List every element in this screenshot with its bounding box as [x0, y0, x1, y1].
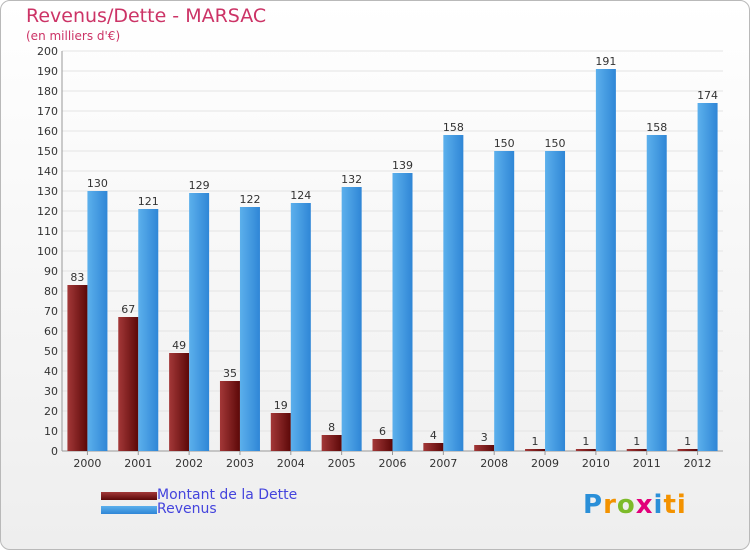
legend-swatch-revenus: [101, 506, 157, 514]
x-tick-label: 2009: [531, 457, 559, 470]
legend-label-dette: Montant de la Dette: [157, 487, 298, 503]
y-tick-label: 90: [44, 265, 58, 278]
data-label-revenus-2009: 150: [545, 137, 566, 150]
y-tick-label: 60: [44, 325, 58, 338]
y-tick-label: 100: [37, 245, 58, 258]
chart-subtitle: (en milliers d'€): [26, 29, 121, 43]
data-label-dette-2010: 1: [582, 435, 589, 448]
y-tick-label: 110: [37, 225, 58, 238]
y-tick-label: 40: [44, 365, 58, 378]
bar-revenus-2002: [189, 193, 210, 451]
data-label-revenus-2006: 139: [392, 159, 413, 172]
bar-revenus-2004: [290, 203, 311, 451]
bar-revenus-2011: [646, 135, 667, 451]
data-label-dette-2000: 83: [70, 271, 84, 284]
x-tick-label: 2004: [277, 457, 305, 470]
bar-dette-2010: [575, 449, 596, 451]
bar-revenus-2009: [545, 151, 566, 451]
data-label-dette-2011: 1: [633, 435, 640, 448]
bar-dette-2007: [423, 443, 444, 451]
y-tick-label: 200: [37, 45, 58, 58]
data-label-dette-2012: 1: [684, 435, 691, 448]
y-tick-label: 0: [51, 445, 58, 458]
data-label-revenus-2003: 122: [239, 193, 260, 206]
bar-revenus-2012: [697, 103, 718, 451]
x-tick-label: 2011: [633, 457, 661, 470]
x-tick-label: 2006: [379, 457, 407, 470]
bar-dette-2009: [525, 449, 546, 451]
bar-dette-2006: [372, 439, 393, 451]
bar-revenus-2008: [494, 151, 515, 451]
data-label-dette-2003: 35: [223, 367, 237, 380]
x-tick-label: 2008: [480, 457, 508, 470]
data-label-revenus-2001: 121: [138, 195, 159, 208]
data-label-dette-2005: 8: [328, 421, 335, 434]
bar-dette-2008: [474, 445, 495, 451]
bar-dette-2011: [626, 449, 647, 451]
data-label-revenus-2000: 130: [87, 177, 108, 190]
bar-revenus-2005: [341, 187, 362, 451]
bar-dette-2003: [219, 381, 240, 451]
y-tick-label: 10: [44, 425, 58, 438]
bar-dette-2001: [118, 317, 139, 451]
y-tick-label: 120: [37, 205, 58, 218]
data-label-dette-2008: 3: [481, 431, 488, 444]
bar-revenus-2010: [595, 69, 616, 451]
y-tick-label: 30: [44, 385, 58, 398]
data-label-dette-2006: 6: [379, 425, 386, 438]
bar-dette-2005: [321, 435, 342, 451]
data-label-revenus-2002: 129: [189, 179, 210, 192]
x-tick-label: 2012: [684, 457, 712, 470]
bar-revenus-2006: [392, 173, 413, 451]
bar-dette-2000: [67, 285, 88, 451]
x-tick-label: 2005: [328, 457, 356, 470]
data-label-dette-2002: 49: [172, 339, 186, 352]
x-tick-label: 2010: [582, 457, 610, 470]
y-tick-label: 70: [44, 305, 58, 318]
bar-dette-2002: [169, 353, 190, 451]
x-tick-label: 2001: [124, 457, 152, 470]
data-label-revenus-2010: 191: [595, 55, 616, 68]
bar-revenus-2007: [443, 135, 464, 451]
data-label-dette-2007: 4: [430, 429, 437, 442]
x-tick-label: 2000: [73, 457, 101, 470]
bar-revenus-2001: [138, 209, 159, 451]
y-tick-label: 80: [44, 285, 58, 298]
data-label-dette-2004: 19: [274, 399, 288, 412]
y-tick-label: 190: [37, 65, 58, 78]
y-tick-label: 130: [37, 185, 58, 198]
data-label-revenus-2005: 132: [341, 173, 362, 186]
bar-revenus-2003: [239, 207, 260, 451]
y-tick-label: 20: [44, 405, 58, 418]
y-tick-label: 140: [37, 165, 58, 178]
y-tick-label: 50: [44, 345, 58, 358]
data-label-revenus-2004: 124: [290, 189, 311, 202]
bar-dette-2012: [677, 449, 698, 451]
bar-revenus-2000: [87, 191, 108, 451]
legend-label-revenus: Revenus: [157, 501, 217, 517]
data-label-revenus-2011: 158: [646, 121, 667, 134]
x-tick-label: 2002: [175, 457, 203, 470]
bar-dette-2004: [270, 413, 291, 451]
data-label-revenus-2008: 150: [494, 137, 515, 150]
legend-swatch-dette: [101, 492, 157, 500]
y-tick-label: 170: [37, 105, 58, 118]
data-label-revenus-2007: 158: [443, 121, 464, 134]
y-tick-label: 150: [37, 145, 58, 158]
x-tick-label: 2007: [429, 457, 457, 470]
data-label-dette-2001: 67: [121, 303, 135, 316]
proxiti-logo: Proxiti: [583, 490, 687, 520]
y-tick-label: 160: [37, 125, 58, 138]
chart-title: Revenus/Dette - MARSAC: [26, 5, 267, 27]
data-label-dette-2009: 1: [532, 435, 539, 448]
y-tick-label: 180: [37, 85, 58, 98]
x-tick-label: 2003: [226, 457, 254, 470]
data-label-revenus-2012: 174: [697, 89, 718, 102]
